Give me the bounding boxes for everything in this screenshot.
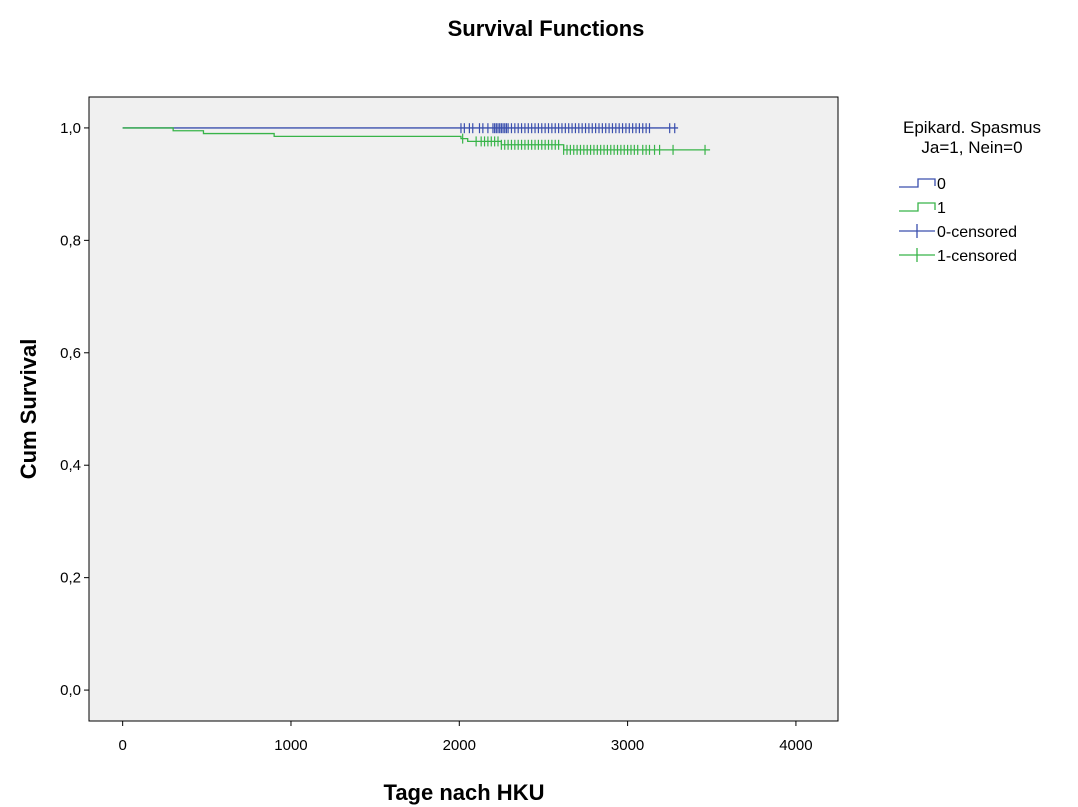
legend-title-line-2: Ja=1, Nein=0 xyxy=(921,138,1022,157)
y-axis: 0,0 0,2 0,4 0,6 0,8 1,0 xyxy=(60,120,89,699)
y-tick-label: 0,2 xyxy=(60,570,81,587)
legend-swatch-1 xyxy=(899,202,936,212)
series-layer xyxy=(122,123,711,155)
y-tick-label: 0,6 xyxy=(60,345,81,362)
legend-label-0-censored: 0-censored xyxy=(937,224,1017,241)
y-tick-label: 0,8 xyxy=(60,232,81,249)
legend-label-1-censored: 1-censored xyxy=(937,248,1017,265)
legend-swatch-0 xyxy=(899,178,936,188)
x-tick-label: 3000 xyxy=(611,737,644,754)
x-tick-label: 0 xyxy=(118,737,126,754)
chart-title: Survival Functions xyxy=(448,16,645,41)
legend-label-0: 0 xyxy=(937,176,946,193)
x-axis: 0 1000 2000 3000 4000 xyxy=(118,721,813,754)
x-tick-label: 2000 xyxy=(443,737,476,754)
y-tick-label: 0,4 xyxy=(60,457,81,474)
plot-area xyxy=(88,96,839,722)
y-tick-label: 0,0 xyxy=(60,682,81,699)
x-tick-label: 1000 xyxy=(274,737,307,754)
survival-line-1 xyxy=(122,127,711,151)
x-tick-label: 4000 xyxy=(779,737,812,754)
y-tick-label: 1,0 xyxy=(60,120,81,137)
legend: Epikard. Spasmus Ja=1, Nein=0 0 1 0-censor… xyxy=(899,118,1041,265)
y-axis-label: Cum Survival xyxy=(16,339,41,480)
x-axis-label: Tage nach HKU xyxy=(384,780,545,805)
legend-label-1: 1 xyxy=(937,200,946,217)
legend-title-line-1: Epikard. Spasmus xyxy=(903,118,1041,137)
